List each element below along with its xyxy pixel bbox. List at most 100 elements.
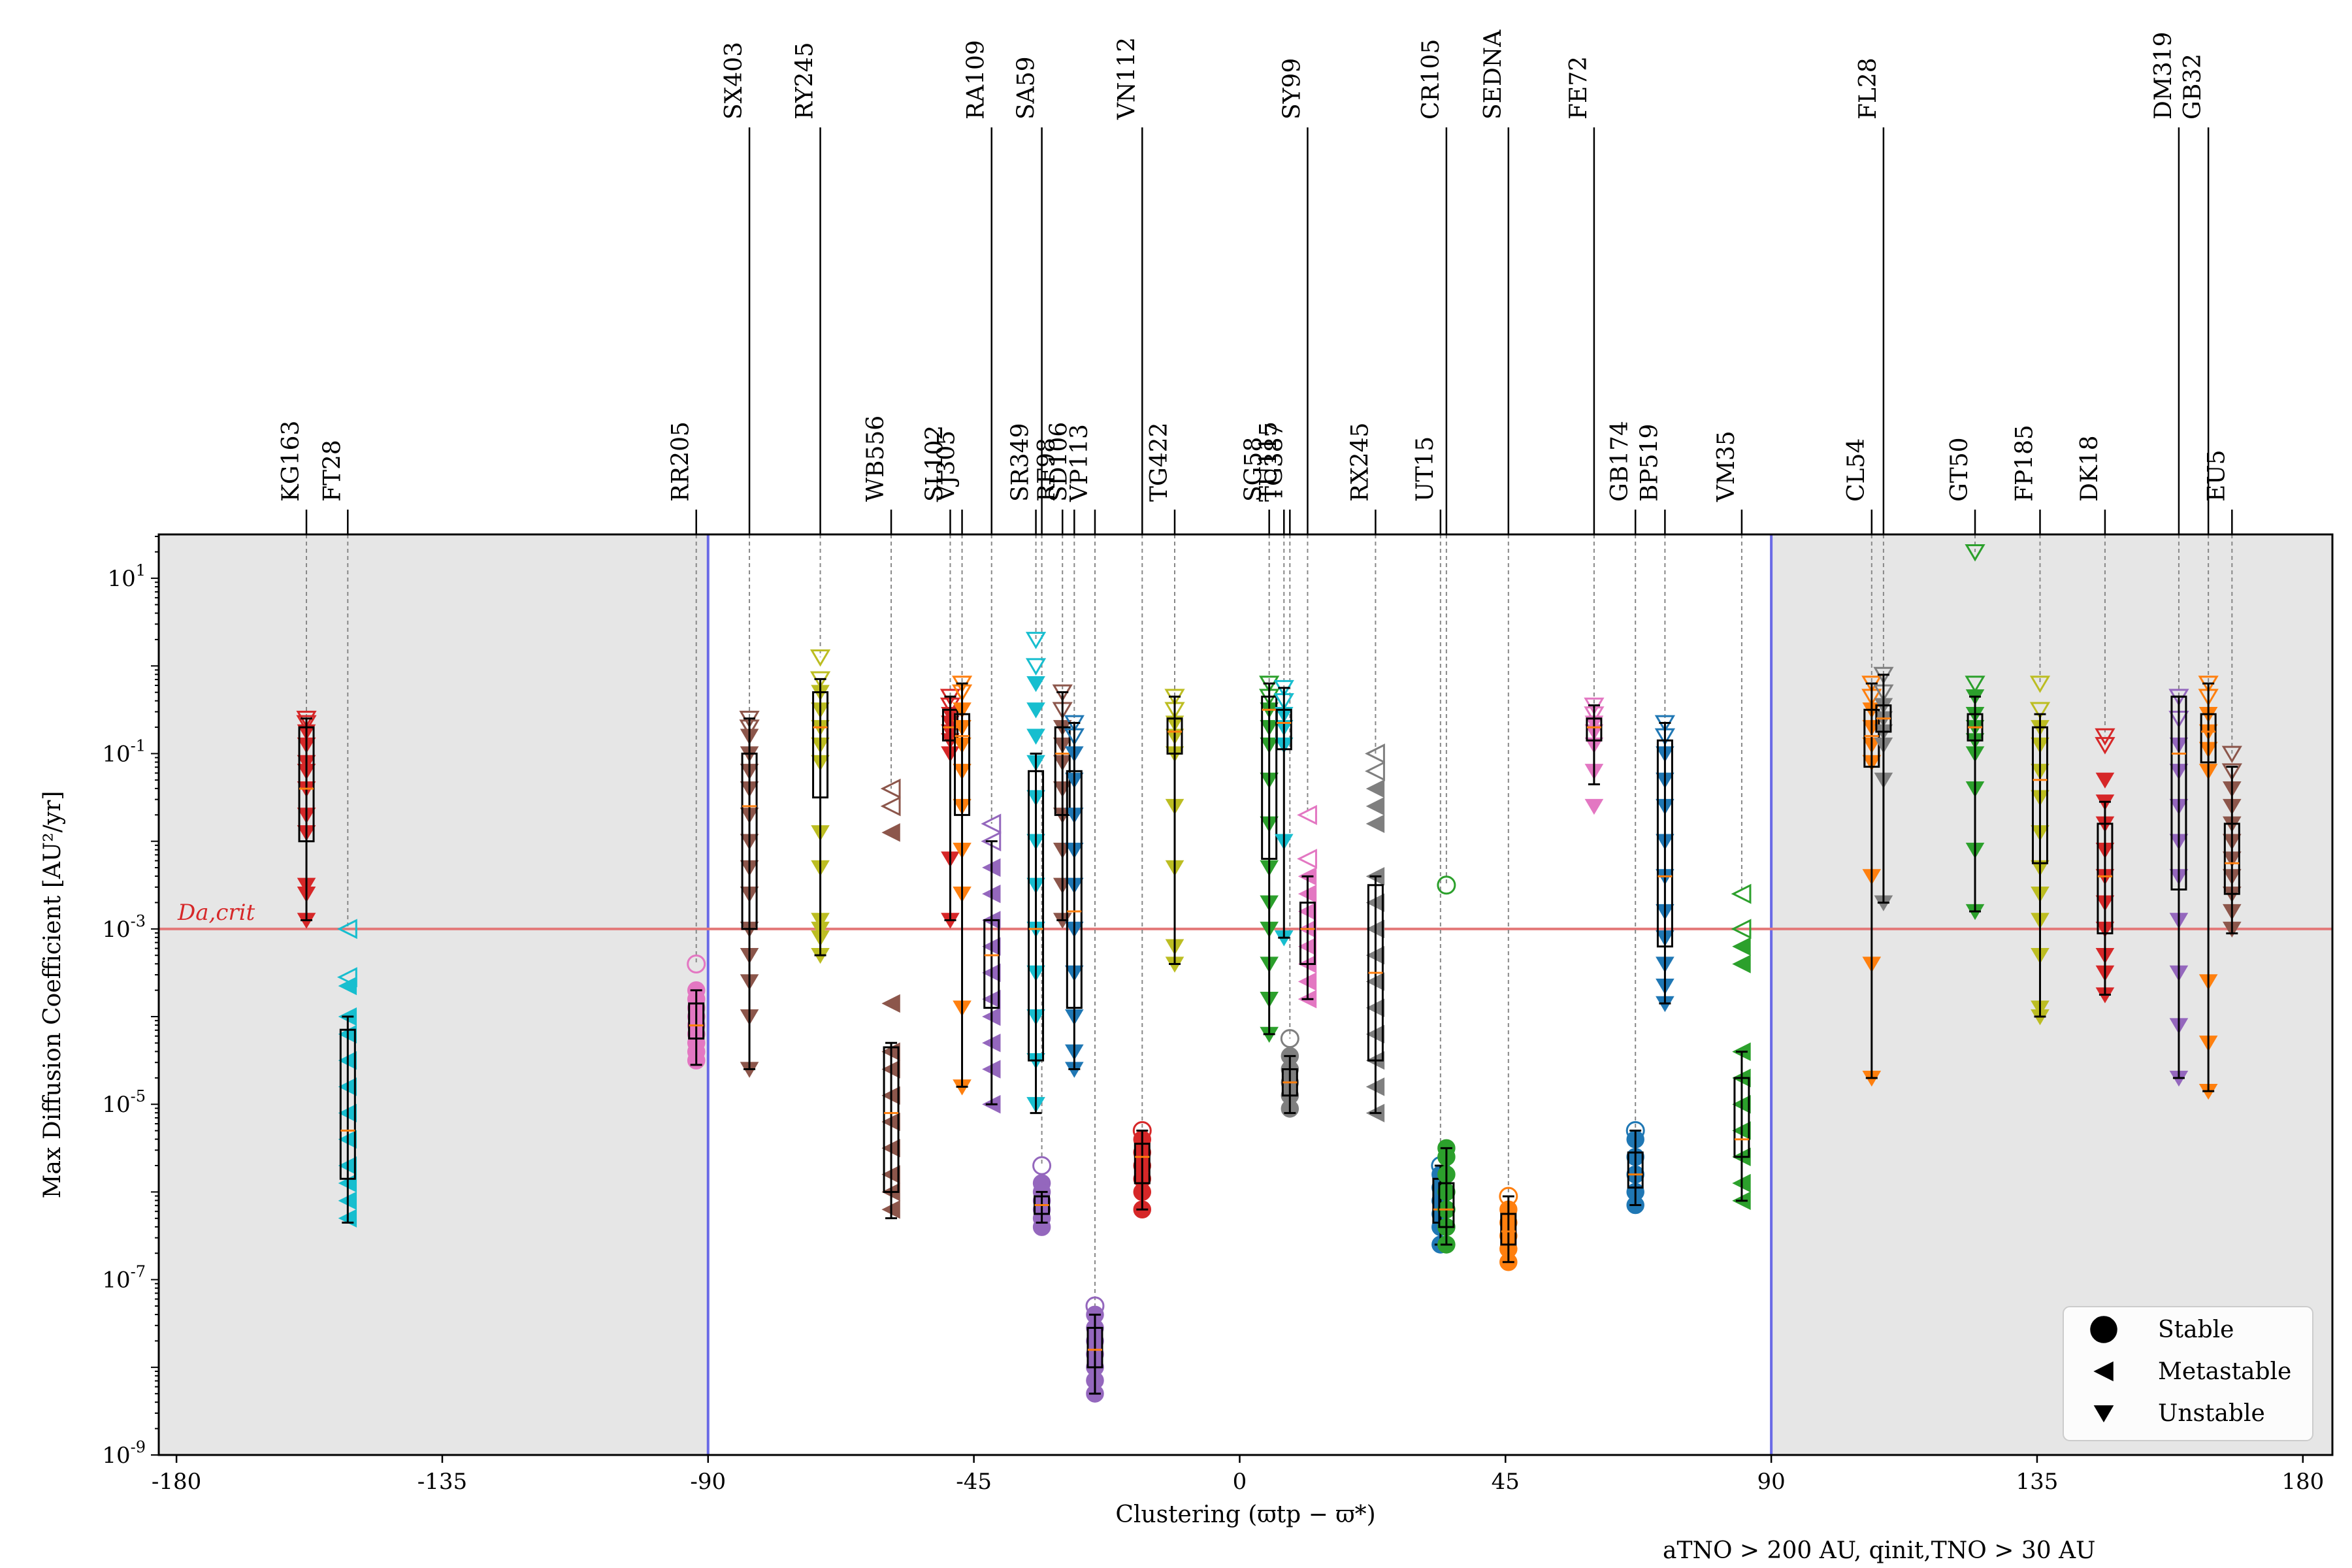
object-label: RY245 [792,42,819,120]
object-label: SX403 [721,42,747,120]
unstable-marker [2029,676,2051,693]
object-series [1052,684,1073,929]
box [298,726,315,843]
metastable-marker [881,823,900,842]
object-series [1085,1296,1105,1403]
object-label: VP113 [1066,424,1093,502]
unstable-marker [296,715,317,733]
box [1438,1182,1455,1228]
object-label: CL54 [1843,438,1870,502]
unstable-marker [809,649,831,667]
footnote: aTNO > 200 AU, qinit,TNO > 30 AU [1663,1537,2095,1564]
x-tick-label: 45 [1492,1469,1520,1495]
x-tick-label: 135 [2016,1469,2059,1495]
object-series [1025,632,1047,1115]
object-series [2221,745,2242,938]
x-tick-label: -135 [417,1469,467,1495]
object-series [1584,697,1605,815]
object-series [1365,743,1385,1122]
shaded-region [1771,534,2332,1455]
object-series [739,710,760,1078]
metastable-marker [336,919,357,939]
box [2031,726,2048,864]
object-series [809,649,831,964]
unstable-marker [2029,702,2051,720]
unstable-marker [1025,632,1047,649]
metastable-marker [2093,1361,2114,1382]
object-label: SEDNA [1480,29,1507,120]
box [1166,717,1183,755]
object-series [296,710,317,929]
object-label: VM35 [1713,431,1740,502]
object-label: FE72 [1565,56,1592,120]
unstable-marker [2095,772,2115,789]
legend-box [2063,1306,2313,1441]
unstable-marker [1026,702,1045,719]
object-label: SR349 [1007,423,1034,502]
object-series [1032,1156,1052,1236]
unstable-marker [1025,658,1047,676]
y-tick-label: 10-5 [102,1087,146,1118]
metastable-marker [1365,814,1385,834]
object-series [1280,1029,1299,1118]
box [954,713,971,816]
box [1586,717,1603,742]
metastable-marker [1365,779,1385,798]
object-series [2198,676,2219,1100]
legend-entry-label: Unstable [2158,1400,2265,1427]
box [1134,1143,1151,1184]
object-label: SA59 [1013,57,1040,120]
object-series [336,919,357,1228]
x-axis-title: Clustering (ϖtp − ϖ*) [1115,1501,1375,1528]
box [2170,695,2187,890]
box [1086,1326,1103,1369]
object-label: DK18 [2076,435,2103,502]
object-series [1625,1120,1645,1215]
stable-marker [687,955,706,974]
box [339,1028,356,1180]
object-label: RR205 [668,421,694,502]
box [688,1002,705,1040]
object-series [1259,676,1280,1043]
box [1275,708,1292,751]
object-label: TG422 [1146,423,1173,502]
object-label: FP185 [2011,425,2038,502]
box [1299,902,1316,966]
object-label: RF98 [1034,438,1060,502]
object-label: CR105 [1418,39,1445,120]
object-series [1064,715,1085,1078]
metastable-marker [1365,760,1385,781]
metastable-marker [1732,955,1751,973]
object-label: SD106 [1045,422,1072,502]
unstable-marker [1965,544,1985,562]
box [883,1046,900,1193]
object-label: VN112 [1113,37,1140,120]
plot-background: Da,crit [159,534,2332,1455]
unstable-marker [1965,676,1985,693]
box [1656,739,1673,948]
x-tick-label: 90 [1757,1469,1785,1495]
object-label: GT50 [1946,437,1973,502]
object-label: FT28 [319,440,346,502]
object-label: TU115 [1255,421,1282,502]
box [1261,695,1278,860]
object-label: RA109 [963,40,990,120]
object-series [687,955,706,1070]
data-layer [296,544,2242,1403]
critical-line-label: Da,crit [177,900,255,926]
x-tick-label: 180 [2281,1469,2324,1495]
object-series [951,676,973,1096]
metastable-marker [1731,883,1752,904]
box [2223,823,2240,895]
metastable-marker [880,796,901,817]
axes: -180 -135 -90 -45 0 45 90 135 180 101 10-1 10-3 10-5… [39,533,2334,1564]
object-label: SG58 [1241,437,1267,502]
stable-marker [1032,1156,1052,1175]
object-series [2095,728,2115,1004]
object-series [2168,689,2189,1087]
y-axis-title: Max Diffusion Coefficient [AU²/yr] [39,791,66,1199]
metastable-marker [1732,937,1751,956]
legend-entry-label: Stable [2158,1316,2234,1343]
object-label: VJ305 [934,431,960,502]
